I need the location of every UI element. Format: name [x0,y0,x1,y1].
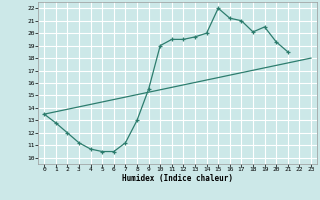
X-axis label: Humidex (Indice chaleur): Humidex (Indice chaleur) [122,174,233,183]
